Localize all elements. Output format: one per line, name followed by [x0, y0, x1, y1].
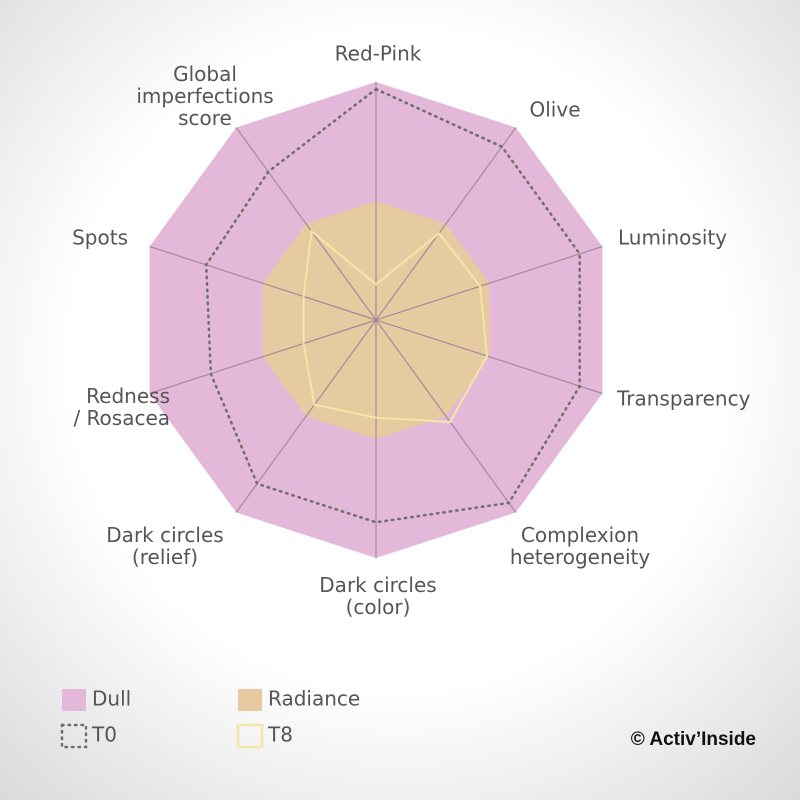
legend-label: T0 [91, 723, 117, 747]
legend-swatch [62, 689, 86, 711]
axis-label: Red-Pink [335, 42, 422, 66]
legend-label: Dull [92, 687, 131, 711]
spoke [375, 127, 517, 321]
axis-label: Complexion heterogeneity [510, 523, 651, 569]
series-line [302, 229, 488, 424]
spoke [375, 245, 603, 321]
axis-label: Spots [72, 226, 128, 250]
axis-label: Redness / Rosacea [73, 384, 170, 430]
axis-label: Transparency [616, 387, 751, 411]
spoke [149, 319, 377, 395]
spoke [375, 319, 517, 513]
series-dotted [204, 87, 581, 524]
axis-label: Luminosity [618, 226, 727, 250]
spoke [235, 127, 377, 321]
credit: © Activ’Inside [631, 729, 756, 750]
axis-label: Dark circles (relief) [106, 523, 223, 569]
legend: Dull Radiance T0 T8 [60, 687, 360, 749]
axis-label: Olive [530, 98, 581, 122]
legend-swatch [238, 689, 262, 711]
spoke [149, 245, 377, 321]
spoke [235, 319, 377, 513]
legend-label: Radiance [268, 687, 360, 711]
legend-label: T8 [267, 723, 293, 747]
plot: Red-Pink Olive Luminosity Transparency Compl… [72, 42, 750, 619]
axis-label: Dark circles (color) [319, 573, 436, 619]
axis-label: Global imperfections score [136, 62, 273, 130]
spoke [375, 319, 603, 395]
legend-swatch [236, 723, 264, 749]
legend-swatch [60, 723, 88, 749]
